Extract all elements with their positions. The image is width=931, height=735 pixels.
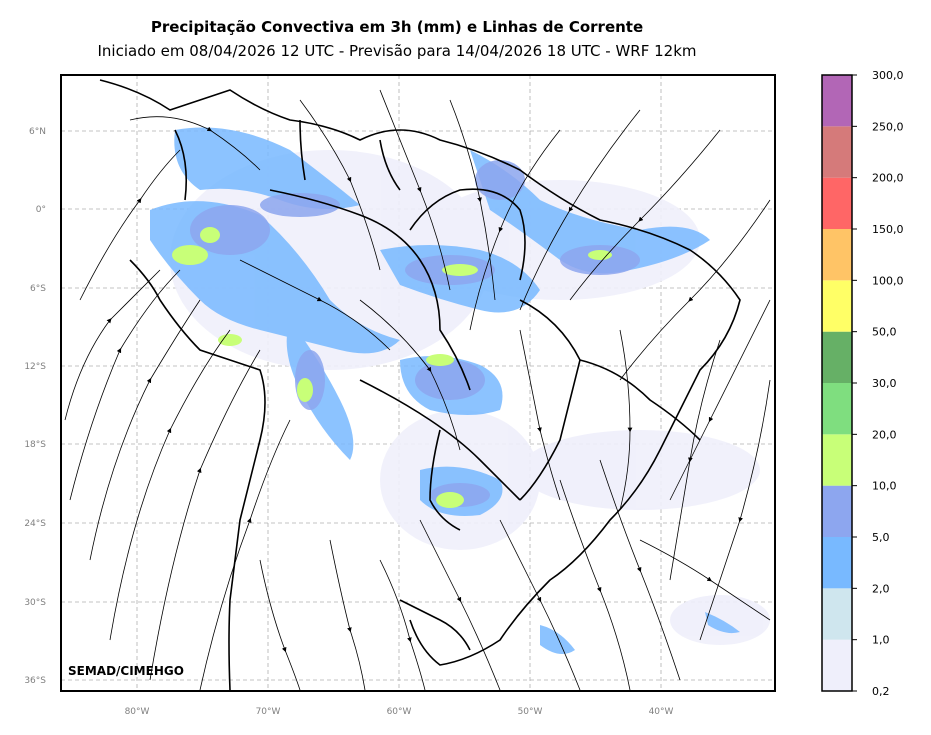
- colorbar-label: 1,0: [872, 634, 890, 647]
- colorbar-label: 250,0: [872, 120, 904, 133]
- colorbar-label: 10,0: [872, 480, 897, 493]
- precipitation-field: [150, 127, 770, 654]
- lon-tick-label: 40°W: [649, 707, 674, 717]
- lat-tick-labels: 6°N 0° 6°S 12°S 18°S 24°S 30°S 36°S: [24, 127, 46, 686]
- credit-label: SEMAD/CIMEHGO: [68, 664, 184, 678]
- lat-tick-label: 12°S: [24, 362, 46, 372]
- lat-tick-label: 24°S: [24, 519, 46, 529]
- map-area: [61, 75, 775, 691]
- lon-tick-labels: 80°W 70°W 60°W 50°W 40°W: [125, 707, 674, 717]
- map-subtitle: Iniciado em 08/04/2026 12 UTC - Previsão…: [97, 42, 697, 60]
- colorbar-segment: [822, 126, 852, 178]
- colorbar-segment: [822, 177, 852, 229]
- colorbar-label: 2,0: [872, 582, 890, 595]
- colorbar-label: 50,0: [872, 326, 897, 339]
- colorbar-label: 100,0: [872, 274, 904, 287]
- map-title: Precipitação Convectiva em 3h (mm) e Lin…: [150, 18, 644, 36]
- colorbar-label: 0,2: [872, 685, 890, 698]
- lat-tick-label: 18°S: [24, 440, 46, 450]
- lat-tick-label: 6°N: [29, 127, 46, 137]
- colorbar: 0,2 1,0 2,0 5,0 10,0 20,0 30,0 50,0 100,0 150,0 20…: [821, 69, 904, 698]
- political-borders: [99, 79, 741, 691]
- colorbar-segment: [822, 485, 852, 537]
- colorbar-segment: [822, 383, 852, 435]
- colorbar-segment: [822, 75, 852, 127]
- colorbar-label: 20,0: [872, 428, 897, 441]
- lat-tick-label: 36°S: [24, 676, 46, 686]
- colorbar-label: 5,0: [872, 531, 890, 544]
- lon-tick-label: 50°W: [518, 707, 543, 717]
- colorbar-label: 30,0: [872, 377, 897, 390]
- colorbar-segment: [822, 537, 852, 589]
- lat-tick-label: 6°S: [30, 284, 46, 294]
- colorbar-segment: [822, 434, 852, 486]
- colorbar-segment: [822, 639, 852, 691]
- colorbar-segment: [822, 229, 852, 281]
- colorbar-segment: [822, 588, 852, 640]
- lat-tick-label: 0°: [36, 205, 46, 215]
- colorbar-label: 150,0: [872, 223, 904, 236]
- lat-tick-label: 30°S: [24, 598, 46, 608]
- lon-tick-label: 80°W: [125, 707, 150, 717]
- colorbar-label: 300,0: [872, 69, 904, 82]
- lon-tick-label: 60°W: [387, 707, 412, 717]
- colorbar-label: 200,0: [872, 172, 904, 185]
- lon-tick-label: 70°W: [256, 707, 281, 717]
- colorbar-segment: [822, 280, 852, 332]
- colorbar-segment: [822, 331, 852, 383]
- map-frame: [60, 74, 776, 692]
- streamlines: [64, 89, 771, 691]
